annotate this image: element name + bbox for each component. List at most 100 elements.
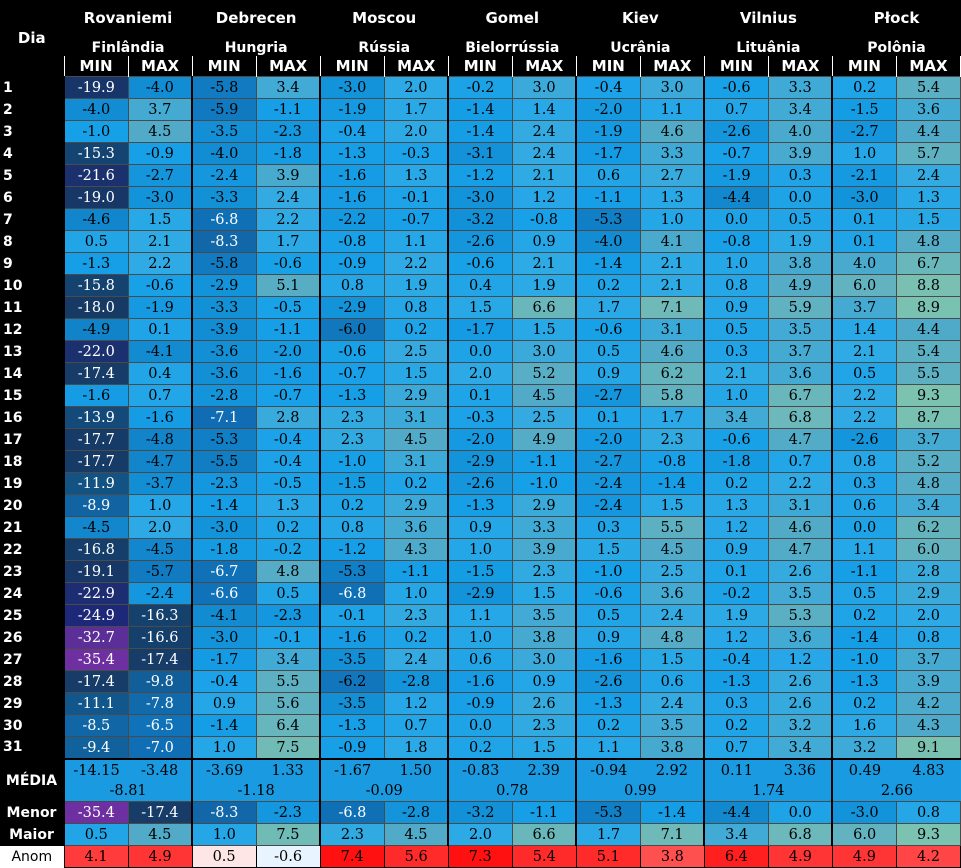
media-min-cell[interactable]: -0.83 bbox=[447, 758, 513, 781]
min-cell[interactable]: -0.8 bbox=[319, 230, 385, 253]
min-cell[interactable]: -4.9 bbox=[63, 318, 129, 341]
max-cell[interactable]: 0.3 bbox=[767, 164, 833, 187]
max-cell[interactable]: 4.9 bbox=[767, 274, 833, 297]
min-cell[interactable]: 1.0 bbox=[831, 142, 897, 165]
menor-min-cell[interactable]: -4.4 bbox=[703, 801, 769, 824]
max-cell[interactable]: 2.6 bbox=[511, 692, 577, 715]
min-cell[interactable]: -3.0 bbox=[447, 186, 513, 209]
max-cell[interactable]: 2.0 bbox=[895, 604, 961, 627]
min-cell[interactable]: 0.9 bbox=[703, 296, 769, 319]
max-cell[interactable]: 1.8 bbox=[383, 736, 449, 760]
max-cell[interactable]: 2.6 bbox=[767, 670, 833, 693]
min-cell[interactable]: -0.6 bbox=[703, 428, 769, 451]
min-cell[interactable]: 2.3 bbox=[319, 428, 385, 451]
max-cell[interactable]: -17.4 bbox=[127, 648, 193, 671]
max-cell[interactable]: 2.4 bbox=[511, 142, 577, 165]
min-cell[interactable]: 3.7 bbox=[831, 296, 897, 319]
min-cell[interactable]: 4.0 bbox=[831, 252, 897, 275]
max-cell[interactable]: 3.1 bbox=[639, 318, 705, 341]
anom-max-cell[interactable]: 4.9 bbox=[767, 845, 833, 868]
min-cell[interactable]: -5.9 bbox=[191, 98, 257, 121]
max-cell[interactable]: -4.5 bbox=[127, 538, 193, 561]
max-cell[interactable]: 2.5 bbox=[383, 340, 449, 363]
media-max-cell[interactable]: 3.36 bbox=[768, 758, 833, 781]
max-cell[interactable]: 5.7 bbox=[895, 142, 961, 165]
media-max-cell[interactable]: 1.33 bbox=[256, 758, 321, 781]
min-cell[interactable]: -1.0 bbox=[319, 450, 385, 473]
min-cell[interactable]: -1.0 bbox=[831, 648, 897, 671]
max-cell[interactable]: 2.0 bbox=[383, 120, 449, 143]
min-cell[interactable]: -2.9 bbox=[447, 582, 513, 605]
min-cell[interactable]: 0.3 bbox=[575, 516, 641, 539]
max-cell[interactable]: 3.3 bbox=[511, 516, 577, 539]
min-cell[interactable]: -3.0 bbox=[319, 76, 385, 99]
max-cell[interactable]: 2.4 bbox=[639, 692, 705, 715]
anom-min-cell[interactable]: 0.5 bbox=[191, 845, 257, 868]
max-cell[interactable]: 2.8 bbox=[255, 406, 321, 429]
min-cell[interactable]: -2.7 bbox=[831, 120, 897, 143]
max-cell[interactable]: 3.8 bbox=[767, 252, 833, 275]
max-cell[interactable]: -0.3 bbox=[383, 142, 449, 165]
max-cell[interactable]: 3.0 bbox=[511, 340, 577, 363]
max-cell[interactable]: -3.7 bbox=[127, 472, 193, 495]
max-cell[interactable]: 2.6 bbox=[767, 692, 833, 715]
max-cell[interactable]: 1.5 bbox=[511, 736, 577, 760]
min-cell[interactable]: 0.2 bbox=[319, 494, 385, 517]
max-cell[interactable]: 7.1 bbox=[639, 296, 705, 319]
min-cell[interactable]: -19.0 bbox=[63, 186, 129, 209]
min-cell[interactable]: -1.5 bbox=[831, 98, 897, 121]
min-cell[interactable]: -1.3 bbox=[703, 670, 769, 693]
min-cell[interactable]: 0.3 bbox=[703, 692, 769, 715]
max-cell[interactable]: 8.7 bbox=[895, 406, 961, 429]
max-cell[interactable]: 5.4 bbox=[895, 340, 961, 363]
min-cell[interactable]: -0.2 bbox=[703, 582, 769, 605]
max-cell[interactable]: 0.2 bbox=[383, 318, 449, 341]
max-cell[interactable]: 4.4 bbox=[895, 318, 961, 341]
min-cell[interactable]: 1.3 bbox=[703, 494, 769, 517]
min-cell[interactable]: -0.8 bbox=[703, 230, 769, 253]
max-cell[interactable]: -1.4 bbox=[639, 472, 705, 495]
max-cell[interactable]: 5.8 bbox=[639, 384, 705, 407]
min-cell[interactable]: -0.6 bbox=[447, 252, 513, 275]
media-min-cell[interactable]: -3.69 bbox=[191, 758, 257, 781]
media-max-cell[interactable]: 4.83 bbox=[896, 758, 961, 781]
min-cell[interactable]: -2.4 bbox=[575, 494, 641, 517]
maior-max-cell[interactable]: 9.3 bbox=[895, 823, 961, 846]
anom-max-cell[interactable]: 5.4 bbox=[511, 845, 577, 868]
max-cell[interactable]: -1.0 bbox=[511, 472, 577, 495]
max-cell[interactable]: 1.3 bbox=[255, 494, 321, 517]
min-cell[interactable]: -5.8 bbox=[191, 252, 257, 275]
max-cell[interactable]: 3.8 bbox=[639, 736, 705, 760]
max-cell[interactable]: 3.7 bbox=[767, 340, 833, 363]
max-cell[interactable]: 3.5 bbox=[767, 582, 833, 605]
max-cell[interactable]: 4.8 bbox=[895, 472, 961, 495]
menor-max-cell[interactable]: -1.1 bbox=[511, 801, 577, 824]
max-cell[interactable]: 2.4 bbox=[255, 186, 321, 209]
min-cell[interactable]: -3.2 bbox=[447, 208, 513, 231]
min-cell[interactable]: -2.9 bbox=[447, 450, 513, 473]
min-cell[interactable]: 0.8 bbox=[703, 274, 769, 297]
min-cell[interactable]: -4.4 bbox=[703, 186, 769, 209]
min-cell[interactable]: 0.3 bbox=[703, 340, 769, 363]
min-cell[interactable]: -1.5 bbox=[447, 560, 513, 583]
max-cell[interactable]: -9.8 bbox=[127, 670, 193, 693]
min-cell[interactable]: 0.7 bbox=[703, 98, 769, 121]
min-cell[interactable]: -0.7 bbox=[319, 362, 385, 385]
min-cell[interactable]: -0.7 bbox=[703, 142, 769, 165]
max-cell[interactable]: 2.2 bbox=[383, 252, 449, 275]
max-cell[interactable]: 0.7 bbox=[767, 450, 833, 473]
min-cell[interactable]: 3.4 bbox=[703, 406, 769, 429]
min-cell[interactable]: -1.6 bbox=[63, 384, 129, 407]
min-cell[interactable]: -2.9 bbox=[191, 274, 257, 297]
min-cell[interactable]: -1.3 bbox=[447, 494, 513, 517]
maior-min-cell[interactable]: 1.0 bbox=[191, 823, 257, 846]
min-cell[interactable]: 0.2 bbox=[831, 76, 897, 99]
max-cell[interactable]: 4.7 bbox=[767, 538, 833, 561]
min-cell[interactable]: -15.3 bbox=[63, 142, 129, 165]
max-cell[interactable]: 1.9 bbox=[511, 274, 577, 297]
min-cell[interactable]: 0.2 bbox=[703, 472, 769, 495]
min-cell[interactable]: -1.4 bbox=[831, 626, 897, 649]
max-cell[interactable]: 3.4 bbox=[255, 648, 321, 671]
min-cell[interactable]: -1.4 bbox=[191, 494, 257, 517]
min-cell[interactable]: -0.9 bbox=[319, 252, 385, 275]
